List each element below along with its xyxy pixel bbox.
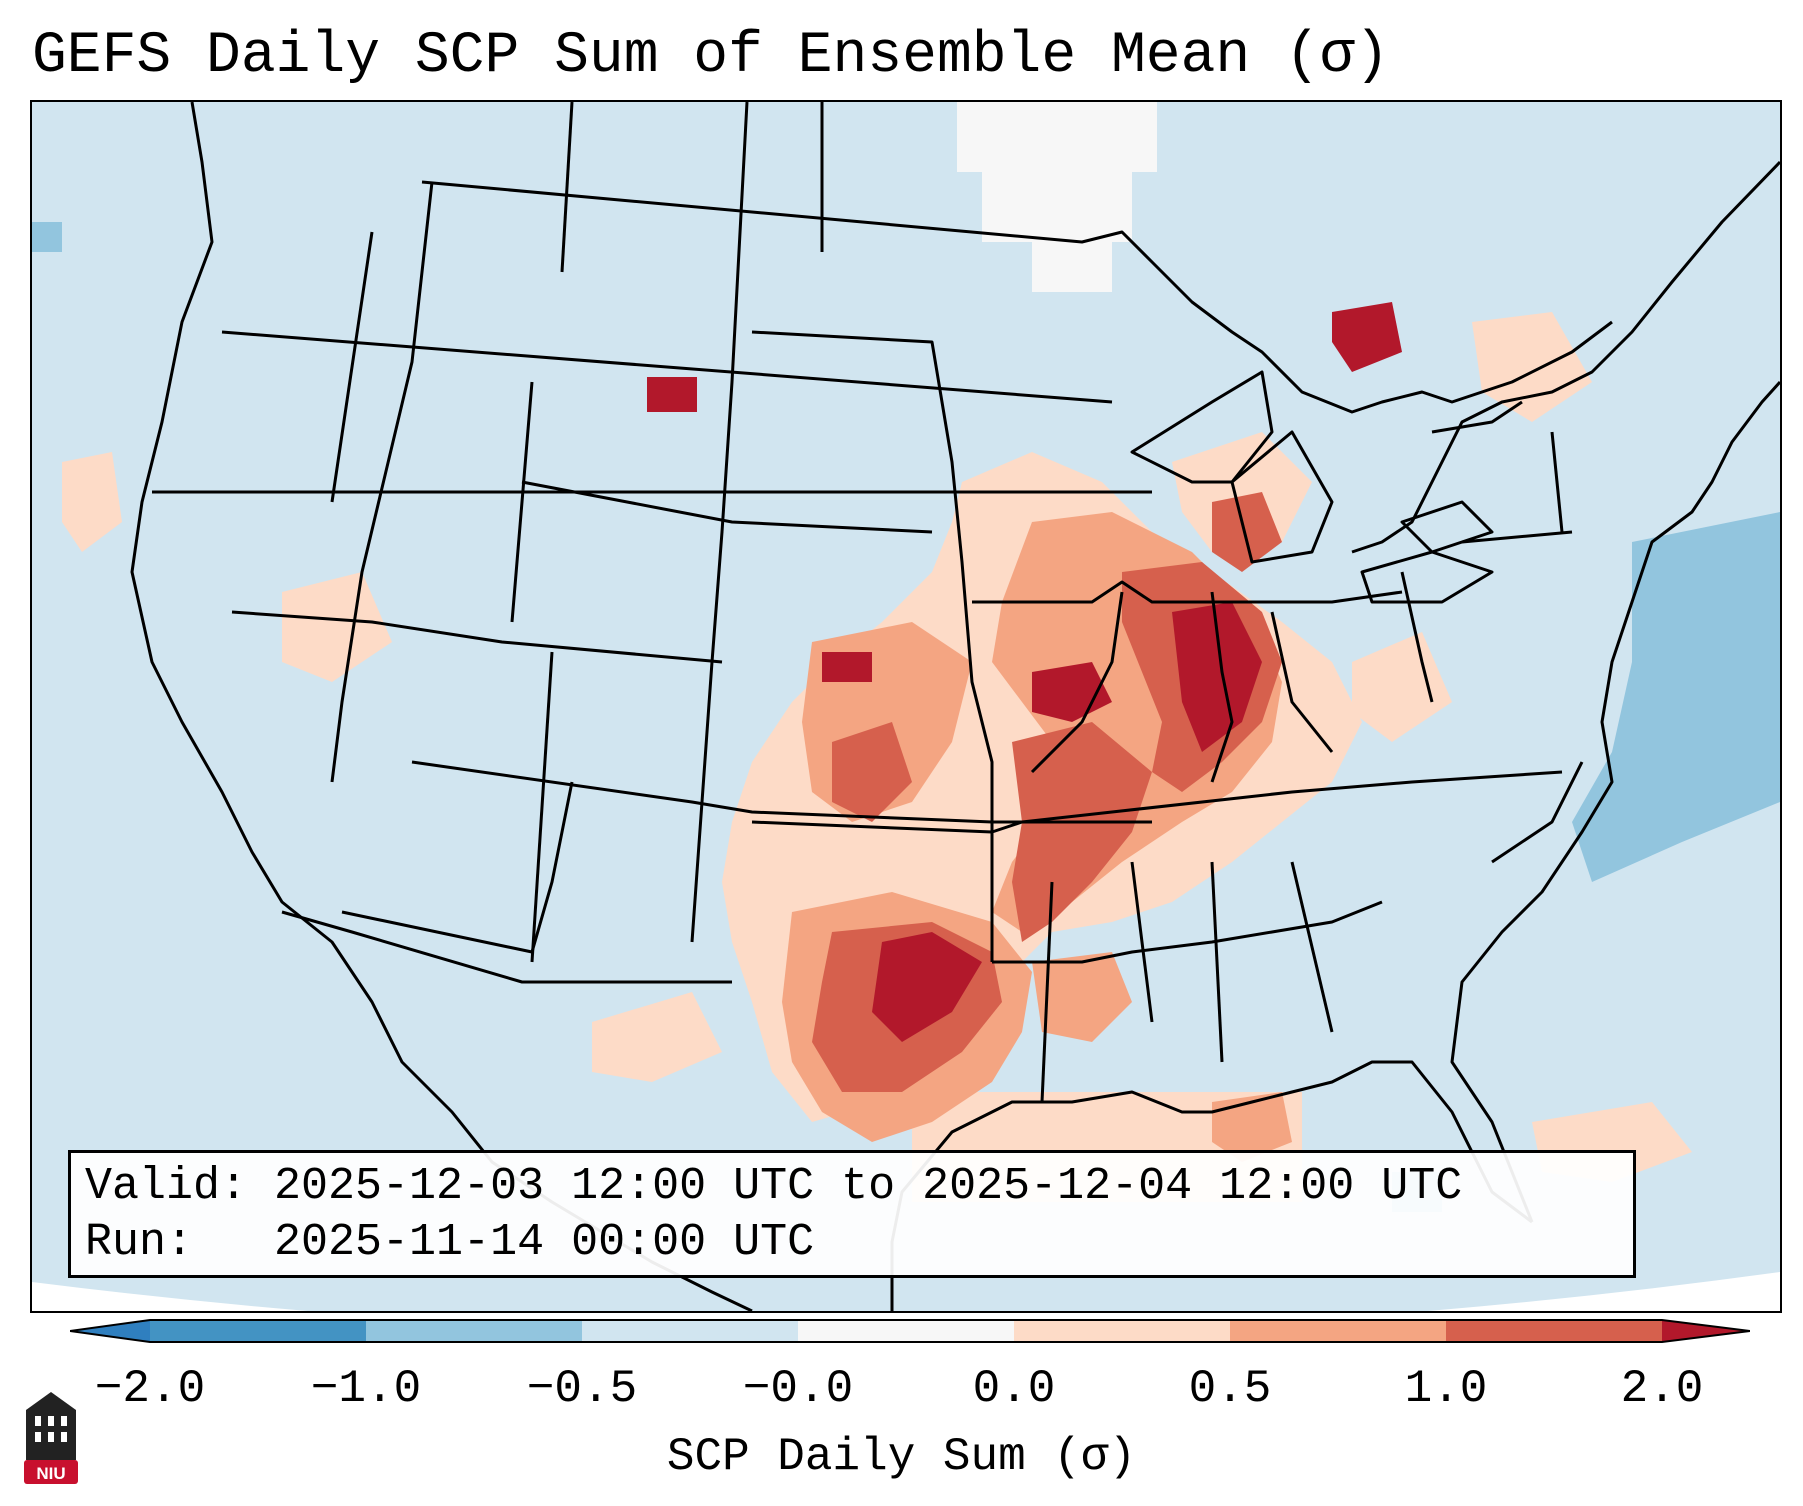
scp-cells-extreme [647,302,1402,1042]
colorbar [70,1319,1750,1343]
colorbar-segment-05-1 [1230,1320,1446,1342]
out-of-domain-area [32,1272,1780,1311]
coastlines-and-borders [130,102,1780,1311]
colorbar-axis-label: SCP Daily Sum (σ) [666,1431,1137,1483]
colorbar-segment-1-2 [1446,1320,1662,1342]
colorbar-tick-label: 1.0 [1404,1363,1488,1415]
colorbar-outline [70,1319,1750,1343]
colorbar-segment-n1-n05 [366,1320,582,1342]
white-near-zero-patch [957,102,1157,292]
map-canvas [32,102,1780,1311]
colorbar-tick-label: −0.5 [526,1363,638,1415]
colorbar-tick-label: −1.0 [310,1363,422,1415]
logo-text: NIU [36,1464,65,1483]
colorbar-extend-high [1662,1320,1750,1342]
map-panel [30,100,1782,1313]
colorbar-tick-label: −2.0 [94,1363,206,1415]
colorbar-segment-n2-n1 [150,1320,366,1342]
niu-logo: NIU [24,1392,78,1484]
run-time-text: Run: 2025-11-14 00:00 UTC [85,1217,815,1268]
colorbar-segment-0-05 [1014,1320,1230,1342]
colorbar-segment-zero [798,1320,1014,1342]
colorbar-segment-n05-0 [582,1320,798,1342]
valid-run-info-box: Valid: 2025-12-03 12:00 UTC to 2025-12-0… [68,1150,1636,1278]
valid-time-text: Valid: 2025-12-03 12:00 UTC to 2025-12-0… [85,1161,1463,1212]
colorbar-tick-label: 0.0 [972,1363,1056,1415]
logo-badge [24,1460,78,1484]
colorbar-tick-label: 2.0 [1620,1363,1704,1415]
colorbar-tick-label: 0.5 [1188,1363,1272,1415]
colorbar-tick-label: −0.0 [742,1363,854,1415]
colorbar-extend-low [70,1320,150,1342]
map-title: GEFS Daily SCP Sum of Ensemble Mean (σ) [32,24,1390,89]
